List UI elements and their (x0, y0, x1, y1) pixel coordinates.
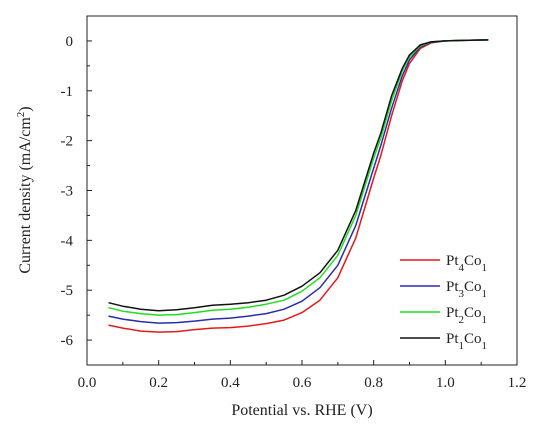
x-tick-label: 0.0 (78, 375, 97, 391)
legend: Pt4Co1 Pt3Co1 Pt2Co1 Pt1Co1 (400, 253, 487, 352)
y-tick-label: -1 (61, 84, 74, 100)
x-tick-label: 0.4 (221, 375, 240, 391)
legend-label-pt4co1: Pt4Co1 (446, 253, 487, 274)
y-tick-label: -6 (61, 333, 74, 349)
x-axis-label: Potential vs. RHE (V) (231, 402, 372, 419)
y-axis-label: Current density (mA/cm2) (15, 106, 34, 273)
x-axis-ticks: 0.0 0.2 0.4 0.6 0.8 1.0 1.2 (78, 360, 527, 391)
legend-label-pt3co1: Pt3Co1 (446, 279, 487, 300)
y-axis-label-end: ) (17, 106, 34, 111)
x-tick-label: 0.2 (149, 375, 168, 391)
y-tick-label: -2 (61, 134, 74, 150)
x-tick-label: 0.8 (364, 375, 383, 391)
y-tick-label: -5 (61, 283, 74, 299)
y-axis-ticks: 0 -1 -2 -3 -4 -5 -6 (61, 15, 92, 349)
y-tick-label: -4 (61, 233, 74, 249)
y-axis-label-main: Current density (mA/cm (17, 117, 34, 274)
legend-label-pt1co1: Pt1Co1 (446, 331, 487, 352)
series-line-pt2co1 (108, 39, 489, 316)
legend-label-pt2co1: Pt2Co1 (446, 305, 487, 326)
y-tick-label: -3 (61, 184, 74, 200)
x-tick-label: 1.2 (508, 375, 527, 391)
series-line-pt4co1 (108, 39, 489, 333)
series-line-pt1co1 (108, 39, 489, 312)
x-tick-label: 0.6 (293, 375, 312, 391)
series-line-pt3co1 (108, 39, 489, 324)
x-tick-label: 1.0 (436, 375, 455, 391)
series-lines (108, 39, 489, 333)
y-tick-label: 0 (66, 34, 74, 50)
y-axis-label-sup: 2 (15, 112, 27, 118)
